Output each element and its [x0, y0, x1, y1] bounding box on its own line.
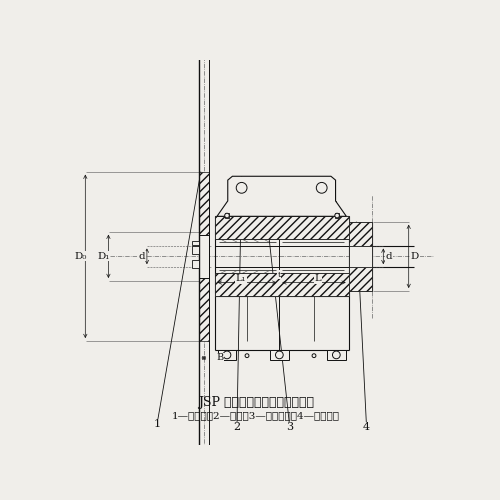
Text: t: t: [278, 271, 281, 279]
Bar: [192, 241, 198, 245]
Polygon shape: [217, 176, 346, 216]
Bar: [198, 172, 209, 235]
Text: 2: 2: [234, 422, 240, 432]
Circle shape: [245, 354, 249, 358]
Text: D₀: D₀: [74, 252, 87, 261]
Circle shape: [332, 351, 340, 359]
Circle shape: [276, 351, 283, 359]
Circle shape: [316, 182, 327, 193]
Text: 4: 4: [363, 422, 370, 432]
Bar: [214, 216, 348, 240]
Bar: [198, 278, 209, 341]
Bar: [224, 213, 228, 218]
Bar: [335, 213, 338, 218]
Text: L₁: L₁: [236, 274, 246, 283]
Text: JSP 型带制动盘蛇形弹簧联轴器: JSP 型带制动盘蛇形弹簧联轴器: [198, 396, 314, 409]
Circle shape: [236, 182, 247, 193]
Bar: [348, 222, 372, 246]
Bar: [214, 274, 348, 296]
Text: d: d: [139, 252, 145, 261]
Bar: [192, 260, 198, 268]
Text: 1—制动盘；2—罩壳；3—蛇形弹簧；4—半联轴器: 1—制动盘；2—罩壳；3—蛇形弹簧；4—半联轴器: [172, 411, 340, 420]
Bar: [218, 350, 236, 360]
Circle shape: [224, 213, 230, 218]
Text: B: B: [216, 354, 224, 362]
Bar: [327, 350, 345, 360]
Text: D₁: D₁: [98, 252, 110, 261]
Bar: [270, 350, 288, 360]
Circle shape: [335, 213, 340, 218]
Bar: [198, 235, 209, 278]
Bar: [348, 267, 372, 291]
Circle shape: [312, 354, 316, 358]
Text: 1: 1: [154, 419, 162, 429]
Text: D: D: [410, 252, 419, 261]
Circle shape: [223, 351, 231, 359]
Text: L: L: [314, 274, 321, 283]
Bar: [192, 246, 198, 254]
Text: 3: 3: [286, 422, 293, 432]
Text: d: d: [386, 252, 392, 261]
Bar: [348, 246, 372, 267]
